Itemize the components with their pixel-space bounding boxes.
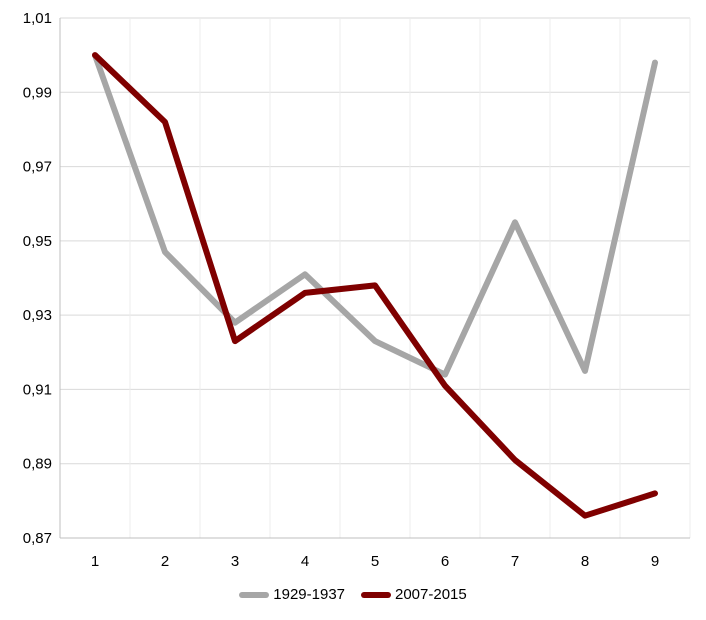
y-tick-label: 0,93 [23, 307, 52, 324]
x-tick-label: 7 [511, 553, 519, 570]
y-tick-label: 0,95 [23, 233, 52, 250]
y-tick-label: 0,87 [23, 530, 52, 547]
axes [59, 18, 690, 539]
grid-lines [60, 17, 691, 538]
x-tick-label: 6 [441, 553, 449, 570]
legend-item-series-2: 2007-2015 [361, 586, 467, 603]
y-tick-label: 0,89 [23, 456, 52, 473]
x-tick-label: 5 [371, 553, 379, 570]
line-chart: 0,87 0,89 0,91 0,93 0,95 0,97 0,99 1,01 1 2 3 4 5 6 7 8… [23, 10, 691, 570]
legend: 1929-1937 2007-2015 [0, 586, 706, 603]
series-lines [92, 52, 658, 519]
y-tick-label: 0,97 [23, 159, 52, 176]
x-tick-label: 3 [231, 553, 239, 570]
x-tick-label: 8 [581, 553, 589, 570]
legend-swatch-series-1 [239, 591, 270, 598]
legend-label-series-2: 2007-2015 [395, 586, 467, 603]
y-tick-label: 0,91 [23, 381, 52, 398]
y-tick-label: 0,99 [23, 84, 52, 101]
legend-item-series-1: 1929-1937 [239, 586, 345, 603]
y-tick-label: 1,01 [23, 10, 52, 27]
x-tick-label: 2 [161, 553, 169, 570]
series-line-1 [92, 52, 658, 378]
x-tick-label: 9 [651, 553, 659, 570]
legend-label-series-1: 1929-1937 [273, 586, 345, 603]
legend-swatch-series-2 [361, 591, 391, 598]
x-tick-label: 1 [91, 553, 99, 570]
series-line-2 [92, 52, 658, 519]
x-tick-label: 4 [301, 553, 309, 570]
tick-labels: 0,87 0,89 0,91 0,93 0,95 0,97 0,99 1,01 1 2 3 4 5 6 7 8… [23, 10, 659, 570]
